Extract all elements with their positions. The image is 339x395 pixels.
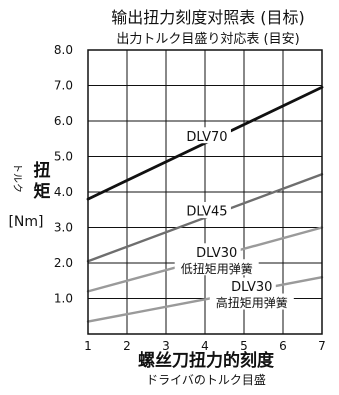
x-axis-label: 螺丝刀扭力的刻度 (138, 350, 275, 371)
x-tick-label: 1 (84, 339, 92, 353)
y-tick-label: 8.0 (54, 43, 73, 57)
series-note: 低扭矩用弹簧 (181, 261, 253, 276)
x-tick-label: 7 (318, 339, 326, 353)
y-tick-label: 7.0 (54, 79, 73, 93)
series-note: 高扭矩用弹簧 (216, 295, 288, 310)
y-tick-label: 1.0 (54, 292, 73, 306)
series-label: DLV30 (196, 246, 237, 261)
chart-title: 输出扭力刻度对照表 (目标) (111, 8, 305, 27)
x-axis-sub-label: ドライバのトルク目盛 (146, 372, 266, 387)
y-tick-labels: 1.0 2.0 3.0 4.0 5.0 6.0 7.0 8.0 (54, 43, 73, 306)
x-tick-labels: 1 2 3 4 5 6 7 (84, 339, 326, 353)
x-tick-label: 3 (162, 339, 170, 353)
series-note-backdrop (174, 259, 259, 276)
series-label-backdrop (192, 243, 241, 260)
y-tick-label: 4.0 (54, 185, 73, 199)
grid (88, 50, 322, 334)
y-axis-label-char-1: 扭 (34, 160, 51, 181)
series-label: DLV70 (186, 130, 227, 145)
y-tick-label: 2.0 (54, 256, 73, 270)
y-axis-sub-label: トルク (11, 163, 23, 193)
series-note-backdrop (209, 293, 294, 310)
series-label: DLV45 (186, 205, 227, 220)
x-tick-label: 6 (279, 339, 287, 353)
series-line (86, 276, 324, 323)
x-tick-label: 4 (201, 339, 209, 353)
x-tick-label: 5 (240, 339, 248, 353)
series-label-backdrop (227, 277, 276, 294)
y-axis-label-char-2: 矩 (34, 181, 51, 202)
series-label-backdrop (182, 202, 231, 219)
y-tick-label: 3.0 (54, 221, 73, 235)
series-label: DLV30 (231, 280, 272, 295)
y-axis-unit: [Nm] (8, 214, 43, 230)
x-tick-label: 2 (123, 339, 131, 353)
plot-area (87, 49, 323, 335)
series-label-backdrop (182, 127, 231, 144)
chart-subtitle: 出力トルク目盛り対応表 (目安) (116, 32, 299, 47)
y-tick-label: 6.0 (54, 114, 73, 128)
y-tick-label: 5.0 (54, 150, 73, 164)
